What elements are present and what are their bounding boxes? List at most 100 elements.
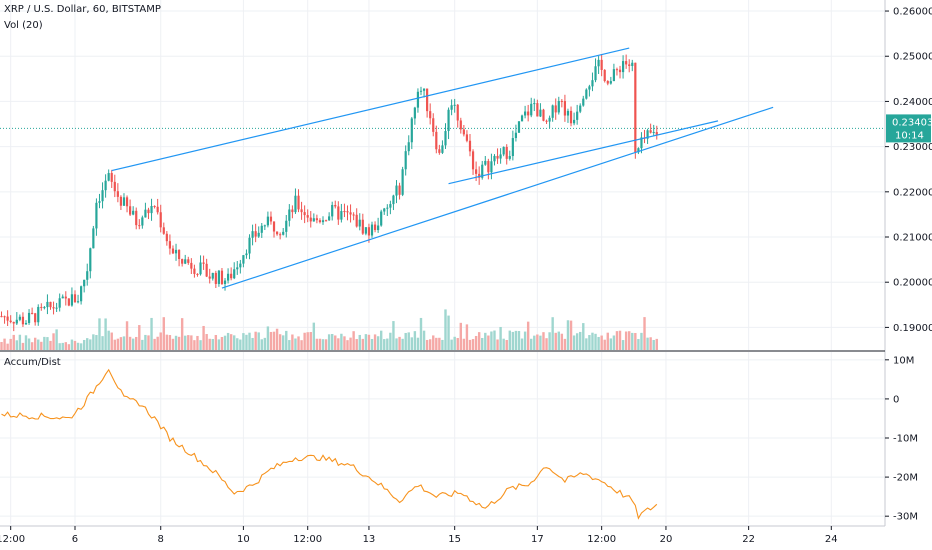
candle-body <box>230 273 233 279</box>
volume-bar <box>135 336 138 350</box>
volume-bar <box>15 340 19 350</box>
trendlines[interactable] <box>111 47 774 289</box>
volume-bar <box>229 334 233 350</box>
candle-body <box>652 132 655 134</box>
candle-body <box>548 117 551 122</box>
candle-body <box>119 196 123 206</box>
volume-bar <box>98 318 101 350</box>
candle-body <box>107 173 110 181</box>
volume-bar <box>539 335 542 350</box>
candle-body <box>153 205 156 207</box>
candle-body <box>355 214 358 227</box>
candle-body <box>70 294 74 306</box>
candle-body <box>539 109 542 117</box>
price-candles[interactable] <box>0 54 658 332</box>
candle-body <box>162 227 165 234</box>
candle-body <box>517 121 521 133</box>
candle-body <box>193 268 196 274</box>
volume-bar <box>275 328 279 350</box>
volume-bar <box>190 335 193 350</box>
volume-bar <box>278 334 282 350</box>
price-tick-label: 0.24000 <box>893 97 932 108</box>
volume-bar <box>618 330 622 350</box>
candle-body <box>254 231 257 237</box>
volume-bar <box>324 339 328 350</box>
symbol-title[interactable]: XRP / U.S. Dollar, 60, BITSTAMP <box>4 4 161 15</box>
volume-bar <box>355 339 358 350</box>
volume-bar <box>597 336 600 350</box>
candle-body <box>380 211 383 226</box>
candle-body <box>533 103 536 105</box>
adl-tick-label: -30M <box>893 512 918 523</box>
candle-body <box>484 160 487 165</box>
candle-body <box>392 195 395 205</box>
volume-legend[interactable]: Vol (20) <box>4 20 43 31</box>
candle-body <box>147 209 150 214</box>
volume-bar <box>367 334 371 350</box>
candle-body <box>649 130 652 133</box>
candle-body <box>116 191 119 197</box>
volume-bar <box>603 339 606 350</box>
candle-body <box>159 212 162 228</box>
volume-bar <box>621 340 625 350</box>
volume-bar <box>450 339 453 350</box>
volume-bar <box>104 318 107 350</box>
candle-body <box>294 195 297 213</box>
candle-body <box>429 111 432 119</box>
volume-bar <box>303 332 306 350</box>
candle-body <box>242 255 245 264</box>
adl-tick-label: 0 <box>893 394 899 405</box>
indicator-legend[interactable]: Accum/Dist <box>4 357 61 368</box>
candle-body <box>637 148 640 153</box>
candle-body <box>297 195 300 210</box>
volume-bar <box>202 325 205 350</box>
volume-bar <box>184 335 187 350</box>
candle-body <box>527 111 530 116</box>
candle-body <box>263 225 266 227</box>
volume-bar <box>156 336 159 350</box>
candle-body <box>223 280 227 285</box>
candle-body <box>202 262 205 264</box>
volume-bar <box>428 339 432 350</box>
volume-bar <box>223 335 227 350</box>
volume-bar <box>346 340 349 350</box>
volume-bar <box>52 333 55 350</box>
candle-body <box>340 211 343 220</box>
candle-body <box>324 220 328 222</box>
candle-body <box>251 231 254 238</box>
volume-bar <box>407 332 410 350</box>
accum-dist-polyline <box>1 368 658 520</box>
candle-body <box>233 269 236 279</box>
volume-bar <box>330 334 334 350</box>
candle-body <box>211 272 214 279</box>
volume-bar <box>171 338 175 350</box>
volume-bar <box>300 340 303 350</box>
volume-bar <box>606 332 609 350</box>
candle-body <box>597 59 600 67</box>
volume-bar <box>560 333 564 350</box>
volume-bar <box>64 342 68 350</box>
volume-bar <box>245 334 248 350</box>
candle-body <box>315 218 318 221</box>
volume-bar <box>327 334 331 350</box>
volume-bar <box>263 337 267 350</box>
volume-bar <box>643 317 646 350</box>
candle-body <box>588 86 591 90</box>
time-tick-label: 20 <box>660 534 673 545</box>
candle-body <box>9 320 12 322</box>
candle-body <box>181 259 184 264</box>
volume-bar <box>373 334 377 350</box>
candle-body <box>511 138 514 157</box>
candle-body <box>352 214 355 216</box>
candle-body <box>125 197 129 207</box>
candle-body <box>373 224 377 231</box>
volume-bar <box>389 332 392 350</box>
volume-bar <box>272 331 276 350</box>
candle-body <box>55 307 58 309</box>
accum-dist-line[interactable] <box>1 368 658 520</box>
volume-bar <box>159 332 162 350</box>
volume-bar <box>640 332 643 350</box>
volume-bar <box>511 331 515 350</box>
